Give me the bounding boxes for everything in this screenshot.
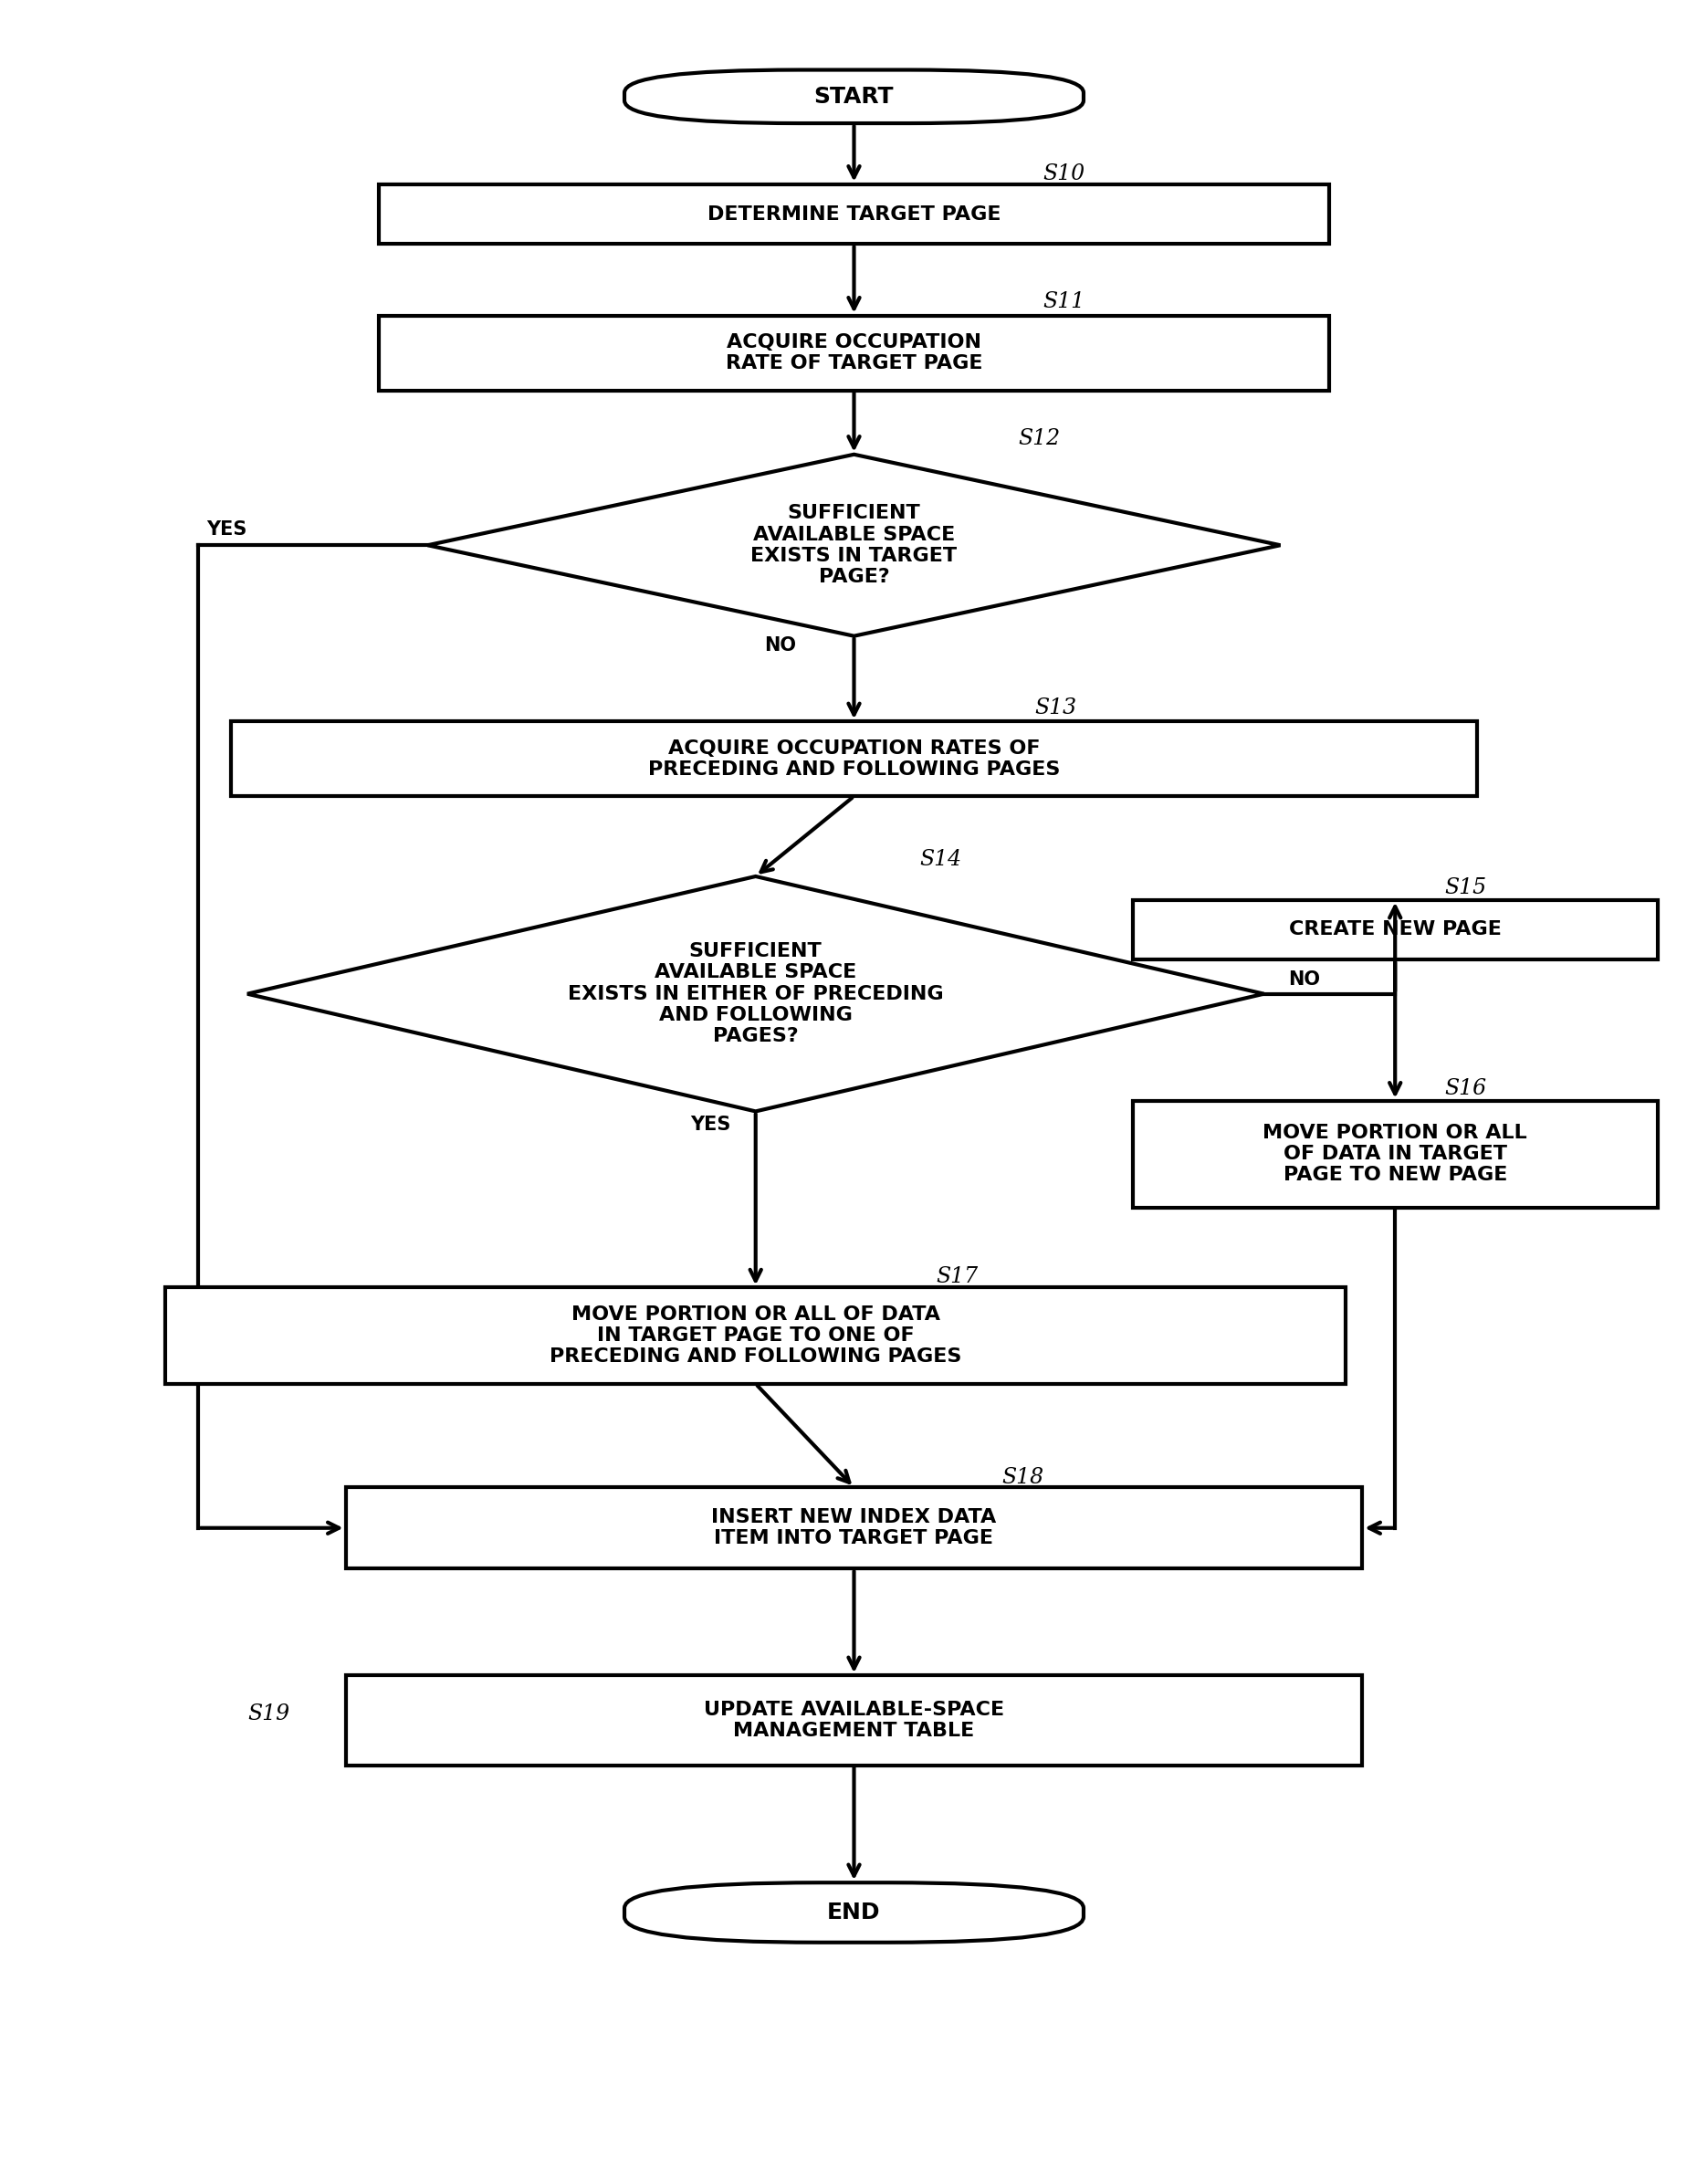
Text: ACQUIRE OCCUPATION
RATE OF TARGET PAGE: ACQUIRE OCCUPATION RATE OF TARGET PAGE xyxy=(726,334,982,373)
Text: INSERT NEW INDEX DATA
ITEM INTO TARGET PAGE: INSERT NEW INDEX DATA ITEM INTO TARGET P… xyxy=(712,1509,996,1548)
Bar xyxy=(1132,900,1657,959)
Text: SUFFICIENT
AVAILABLE SPACE
EXISTS IN TARGET
PAGE?: SUFFICIENT AVAILABLE SPACE EXISTS IN TAR… xyxy=(752,504,956,586)
Text: S18: S18 xyxy=(1001,1467,1044,1487)
Text: UPDATE AVAILABLE-SPACE
MANAGEMENT TABLE: UPDATE AVAILABLE-SPACE MANAGEMENT TABLE xyxy=(704,1700,1004,1740)
Bar xyxy=(231,722,1477,796)
Bar xyxy=(379,316,1329,390)
Text: S15: S15 xyxy=(1445,876,1486,898)
Text: NO: NO xyxy=(763,637,796,654)
Polygon shape xyxy=(248,876,1264,1112)
Bar xyxy=(1132,1101,1657,1208)
Text: START: START xyxy=(815,85,893,107)
Polygon shape xyxy=(427,453,1281,637)
Text: NO: NO xyxy=(1288,970,1320,990)
FancyBboxPatch shape xyxy=(625,1884,1083,1942)
Text: MOVE PORTION OR ALL
OF DATA IN TARGET
PAGE TO NEW PAGE: MOVE PORTION OR ALL OF DATA IN TARGET PA… xyxy=(1262,1123,1527,1184)
Bar xyxy=(379,183,1329,244)
Bar xyxy=(345,1487,1363,1570)
Bar xyxy=(166,1288,1346,1384)
Text: ACQUIRE OCCUPATION RATES OF
PRECEDING AND FOLLOWING PAGES: ACQUIRE OCCUPATION RATES OF PRECEDING AN… xyxy=(647,739,1061,778)
Text: YES: YES xyxy=(690,1116,731,1134)
Text: S11: S11 xyxy=(1042,292,1085,312)
FancyBboxPatch shape xyxy=(625,70,1083,124)
Text: S13: S13 xyxy=(1035,698,1076,719)
Text: S19: S19 xyxy=(248,1705,289,1724)
Text: MOVE PORTION OR ALL OF DATA
IN TARGET PAGE TO ONE OF
PRECEDING AND FOLLOWING PAG: MOVE PORTION OR ALL OF DATA IN TARGET PA… xyxy=(550,1306,962,1367)
Text: SUFFICIENT
AVAILABLE SPACE
EXISTS IN EITHER OF PRECEDING
AND FOLLOWING
PAGES?: SUFFICIENT AVAILABLE SPACE EXISTS IN EIT… xyxy=(567,942,943,1046)
Bar xyxy=(345,1676,1363,1766)
Text: DETERMINE TARGET PAGE: DETERMINE TARGET PAGE xyxy=(707,205,1001,222)
Text: S16: S16 xyxy=(1445,1077,1486,1099)
Text: S14: S14 xyxy=(919,850,962,870)
Text: S12: S12 xyxy=(1018,429,1061,449)
Text: S10: S10 xyxy=(1042,164,1085,185)
Text: YES: YES xyxy=(207,519,248,538)
Text: CREATE NEW PAGE: CREATE NEW PAGE xyxy=(1290,920,1501,940)
Text: END: END xyxy=(827,1901,881,1923)
Text: S17: S17 xyxy=(936,1267,979,1286)
